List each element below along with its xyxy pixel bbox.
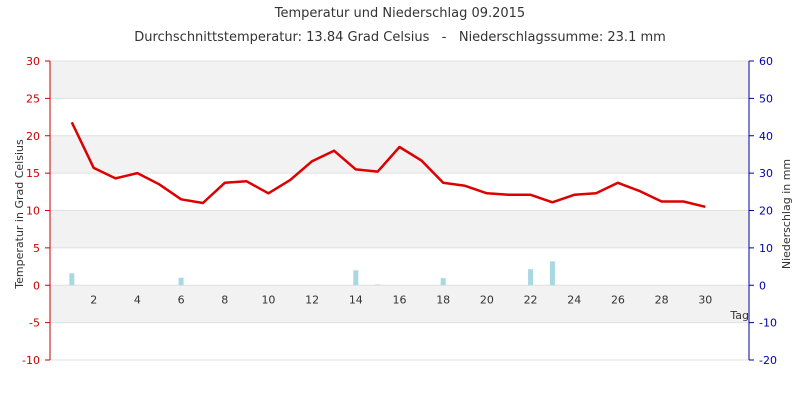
y2-tick-label: 50 bbox=[759, 92, 773, 105]
x-tick-label: 2 bbox=[90, 293, 97, 306]
x-tick-label: 30 bbox=[698, 293, 712, 306]
x-tick-label: 18 bbox=[436, 293, 450, 306]
y-tick-label: -5 bbox=[29, 317, 40, 330]
x-tick-label: 6 bbox=[178, 293, 185, 306]
grid-lines bbox=[50, 60, 749, 361]
y2-tick-label: 30 bbox=[759, 167, 773, 180]
temperature-line bbox=[70, 121, 706, 209]
y2-axis-label: Niederschlag in mm bbox=[780, 159, 793, 269]
precipitation-bars bbox=[69, 261, 555, 286]
precipitation-bar bbox=[375, 284, 381, 286]
y-tick-label: -10 bbox=[22, 354, 40, 367]
y2-tick-label: 40 bbox=[759, 130, 773, 143]
y2-tick-label: 60 bbox=[759, 55, 773, 68]
x-tick-label: 22 bbox=[524, 293, 538, 306]
y2-tick-label: 10 bbox=[759, 242, 773, 255]
chart-subtitle: Durchschnittstemperatur: 13.84 Grad Cels… bbox=[134, 30, 666, 45]
precipitation-bar bbox=[528, 269, 534, 286]
background-band bbox=[50, 61, 749, 99]
precipitation-bar bbox=[440, 278, 446, 286]
background-band bbox=[50, 210, 749, 248]
x-tick-label: 14 bbox=[349, 293, 363, 306]
x-tick-label: 20 bbox=[480, 293, 494, 306]
background-band bbox=[50, 285, 749, 323]
y-tick-label: 20 bbox=[26, 130, 40, 143]
x-tick-label: 12 bbox=[305, 293, 319, 306]
y-axis-label: Temperatur in Grad Celsius bbox=[13, 139, 26, 290]
x-tick-label: 4 bbox=[134, 293, 141, 306]
temperature-line-group bbox=[70, 121, 706, 209]
y-tick-label: 30 bbox=[26, 55, 40, 68]
y2-tick-label: 20 bbox=[759, 205, 773, 218]
x-axis-label: Tag bbox=[729, 309, 749, 322]
y-tick-label: 0 bbox=[33, 279, 40, 292]
y2-tick-label: 0 bbox=[759, 279, 766, 292]
x-tick-label: 28 bbox=[655, 293, 669, 306]
x-tick-label: 10 bbox=[261, 293, 275, 306]
x-tick-label: 24 bbox=[567, 293, 581, 306]
y-tick-label: 25 bbox=[26, 92, 40, 105]
x-tick-label: 16 bbox=[393, 293, 407, 306]
y-tick-label: 5 bbox=[33, 242, 40, 255]
y2-tick-label: -20 bbox=[759, 354, 777, 367]
x-tick-label: 8 bbox=[221, 293, 228, 306]
precipitation-bar bbox=[549, 261, 555, 286]
axes bbox=[45, 60, 754, 361]
precipitation-bar bbox=[353, 270, 359, 286]
precipitation-bar bbox=[178, 277, 184, 286]
y-tick-label: 15 bbox=[26, 167, 40, 180]
background-band bbox=[50, 135, 749, 174]
y-tick-label: 10 bbox=[26, 205, 40, 218]
chart-title: Temperatur und Niederschlag 09.2015 bbox=[274, 6, 525, 21]
y2-tick-label: -10 bbox=[759, 317, 777, 330]
x-tick-label: 26 bbox=[611, 293, 625, 306]
precipitation-bar bbox=[69, 273, 75, 286]
background-bands bbox=[50, 61, 749, 323]
